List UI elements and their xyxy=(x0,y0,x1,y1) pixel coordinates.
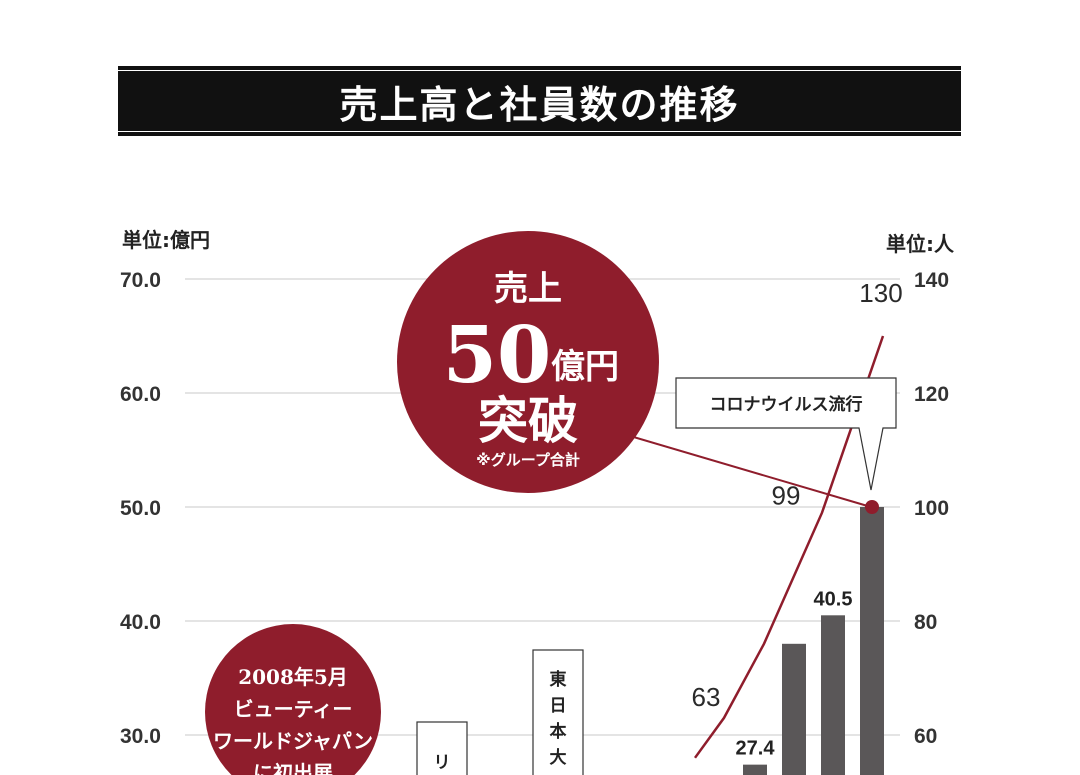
chart-title-bar: 売上高と社員数の推移 xyxy=(118,66,961,136)
lehman-note: リ xyxy=(416,721,468,775)
left-tick-label: 30.0 xyxy=(120,725,161,748)
right-tick-label: 60 xyxy=(914,725,937,748)
right-tick-label: 120 xyxy=(914,383,949,406)
bar-value-label: 40.5 xyxy=(814,588,853,610)
callout-leader-line xyxy=(629,435,872,508)
bar-value-label: 27.4 xyxy=(736,738,776,760)
line-value-label: 63 xyxy=(692,682,721,712)
exhibition-line-4: に初出展 xyxy=(253,761,333,775)
exhibition-line-2: ビューティー xyxy=(234,697,353,721)
callout-note: ※グループ合計 xyxy=(476,451,580,469)
right-tick-label: 100 xyxy=(914,497,949,520)
callout-line3: 突破 xyxy=(478,391,578,450)
right-axis-unit: 単位:人 xyxy=(886,232,954,256)
right-tick-label: 80 xyxy=(914,611,937,634)
corona-note: コロナウイルス流行 xyxy=(675,377,897,491)
callout-unit: 億円 xyxy=(551,347,619,387)
earthquake-note-text: 東日本大 xyxy=(550,669,567,768)
left-axis-unit: 単位:億円 xyxy=(122,228,210,252)
line-value-label: 130 xyxy=(859,278,902,308)
earthquake-note: 東日本大 xyxy=(532,649,584,775)
bar xyxy=(743,764,767,775)
left-tick-label: 60.0 xyxy=(120,383,161,406)
exhibition-callout-circle xyxy=(205,624,381,775)
chart-title: 売上高と社員数の推移 xyxy=(339,82,740,127)
left-tick-label: 70.0 xyxy=(120,269,161,292)
left-tick-label: 50.0 xyxy=(120,497,161,520)
bar xyxy=(860,507,884,775)
right-tick-label: 140 xyxy=(914,269,949,292)
bar xyxy=(782,643,806,775)
exhibition-callout: 2008年5月 ビューティー ワールドジャパン に初出展 xyxy=(205,624,381,775)
highlight-dot xyxy=(865,500,879,514)
exhibition-line-3: ワールドジャパン xyxy=(213,729,373,753)
left-tick-label: 40.0 xyxy=(120,611,161,634)
lehman-note-text: リ xyxy=(434,753,451,773)
exhibition-line-1: 2008年5月 xyxy=(238,665,348,689)
sales-callout: 売上 50 億円 突破 ※グループ合計 xyxy=(397,231,872,508)
bar xyxy=(821,615,845,775)
callout-line1: 売上 xyxy=(494,269,562,309)
corona-note-text: コロナウイルス流行 xyxy=(710,394,863,415)
callout-number: 50 xyxy=(443,310,552,401)
sales-callout-circle xyxy=(397,231,659,493)
